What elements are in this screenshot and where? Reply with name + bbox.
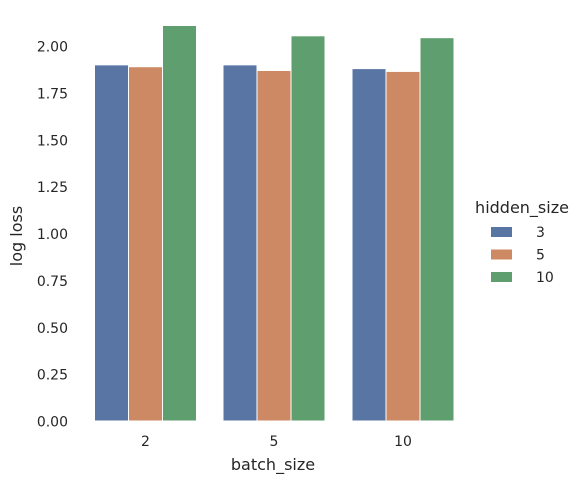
bar-2-hidden-5 — [128, 66, 163, 422]
y-tick-label: 0.00 — [37, 415, 68, 431]
x-tick-label: 2 — [141, 434, 150, 450]
x-axis: 2 5 10 — [141, 434, 412, 450]
legend: hidden_size 3 5 10 — [475, 198, 569, 286]
legend-label: 5 — [536, 248, 545, 264]
legend-label: 10 — [536, 270, 554, 286]
bar-10-hidden-5 — [385, 70, 421, 422]
x-tick-label: 10 — [394, 434, 412, 450]
bar-5-hidden-5 — [256, 69, 292, 422]
y-axis: 0.00 0.25 0.50 0.75 1.00 1.25 1.50 1.75 2.00 — [37, 40, 68, 431]
y-tick-label: 0.25 — [37, 368, 68, 384]
bar-5-hidden-10 — [290, 35, 326, 422]
bar-2-hidden-10 — [162, 24, 197, 422]
x-tick-label: 5 — [270, 434, 279, 450]
legend-swatch — [491, 272, 512, 282]
bar-10-hidden-10 — [419, 37, 455, 422]
y-tick-label: 1.75 — [37, 86, 68, 102]
y-tick-label: 1.25 — [37, 180, 68, 196]
y-axis-label: log loss — [7, 206, 26, 266]
x-axis-label: batch_size — [231, 455, 315, 475]
bar-5-hidden-3 — [222, 64, 258, 422]
legend-swatch — [491, 249, 512, 260]
legend-swatch — [491, 227, 512, 237]
y-tick-label: 2.00 — [37, 40, 68, 56]
bars — [94, 24, 455, 422]
y-tick-label: 1.00 — [37, 227, 68, 243]
bar-2-hidden-3 — [94, 64, 129, 422]
y-tick-label: 1.50 — [37, 133, 68, 149]
y-tick-label: 0.50 — [37, 321, 68, 337]
legend-title: hidden_size — [475, 198, 569, 218]
y-tick-label: 0.75 — [37, 274, 68, 290]
legend-label: 3 — [536, 225, 545, 241]
bar-10-hidden-3 — [351, 68, 387, 422]
